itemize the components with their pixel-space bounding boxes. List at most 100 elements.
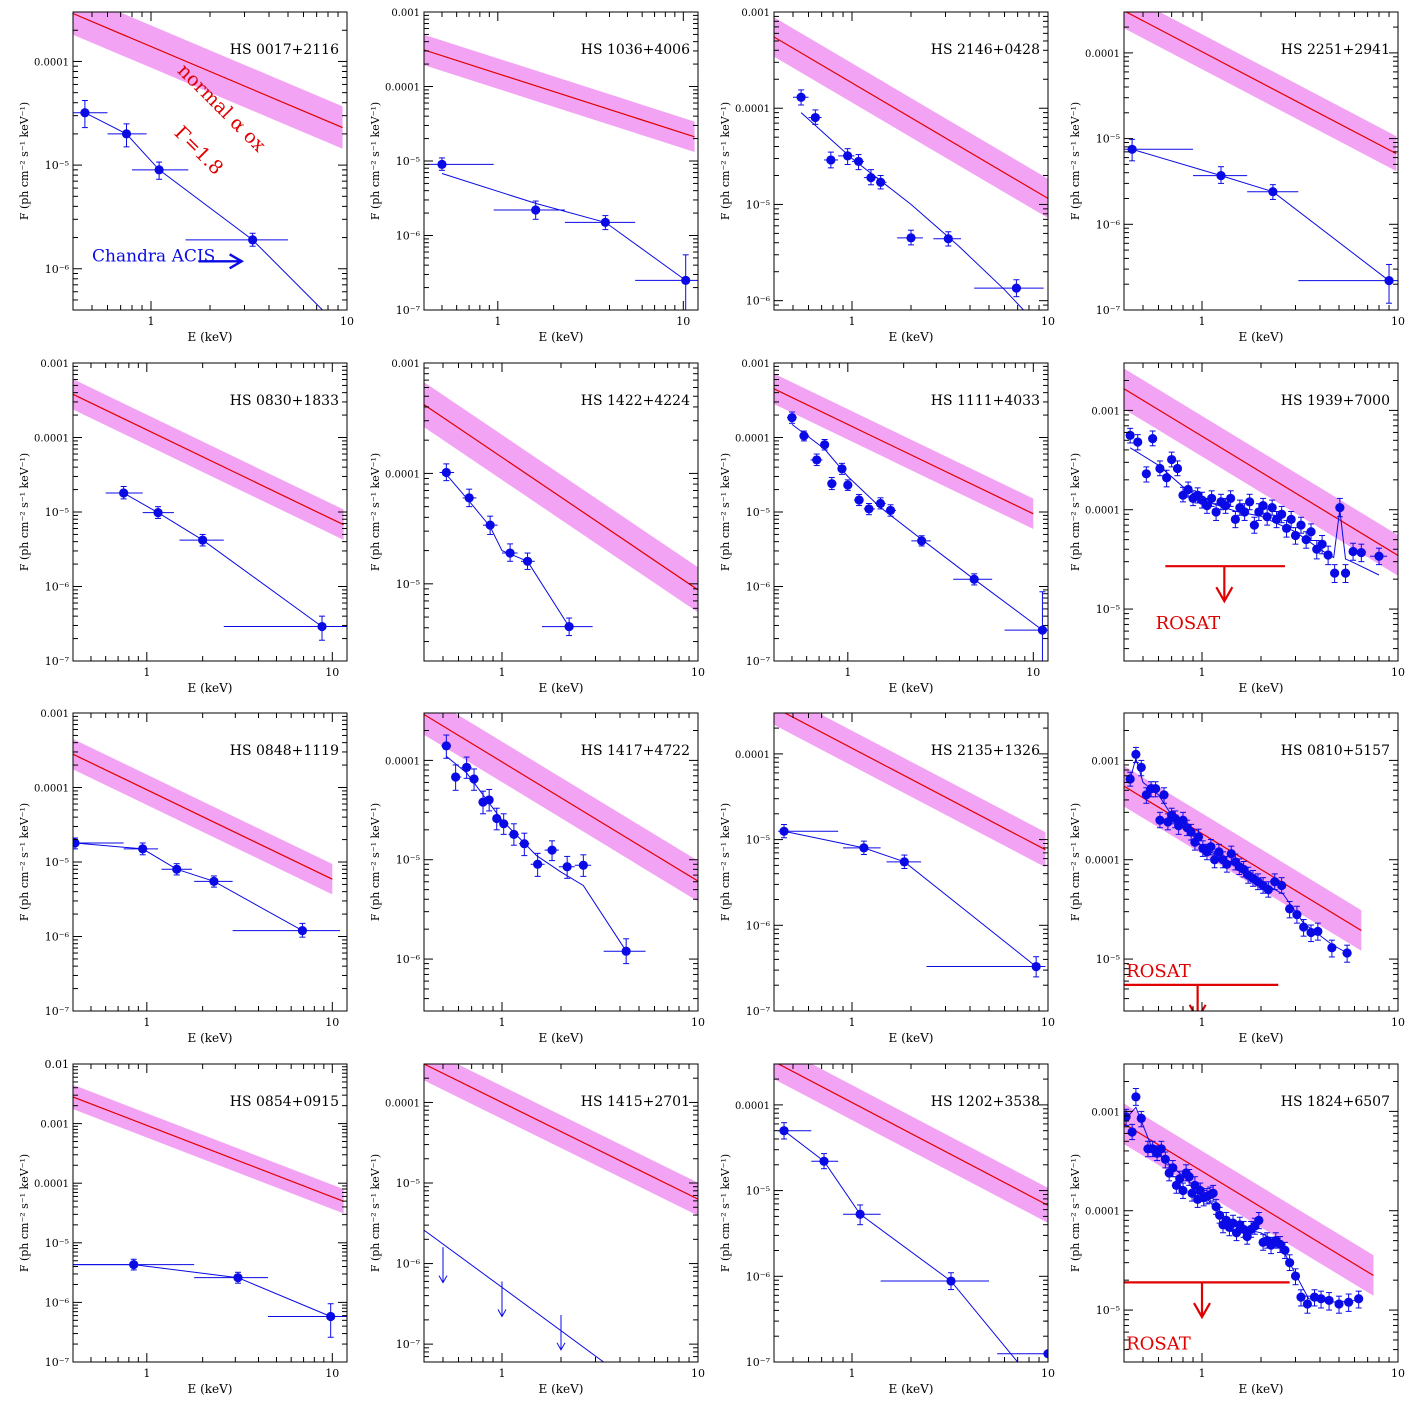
- data-marker: [209, 876, 219, 886]
- panel-12: ROSAT 1 10 10⁻⁵ 0.0001 0.001 HS 0810+5157 E (ke…: [1069, 712, 1405, 1045]
- upper-limit-arrowhead: [438, 1275, 448, 1284]
- y-axis-label: F (ph cm⁻² s⁻¹ keV⁻¹): [1069, 803, 1082, 921]
- panel-title: HS 1202+3538: [931, 1094, 1040, 1110]
- x-tick-label: 10: [1041, 315, 1055, 328]
- data-point: [1335, 497, 1345, 518]
- data-marker: [1249, 520, 1259, 530]
- model-line: [774, 388, 1034, 515]
- data-point: [843, 479, 853, 491]
- data-marker: [681, 275, 691, 285]
- x-tick-label: 1: [498, 1016, 505, 1029]
- y-tick-label: 10⁻⁷: [396, 304, 421, 317]
- panel-title: HS 1417+4722: [581, 743, 690, 759]
- data-marker: [946, 1276, 956, 1286]
- data-marker: [1270, 877, 1280, 887]
- y-tick-label: 10⁻⁵: [45, 159, 69, 172]
- data-point: [501, 543, 518, 562]
- panel-title: HS 1422+4224: [581, 393, 690, 409]
- data-point: [73, 837, 124, 850]
- data-marker: [1238, 1224, 1249, 1234]
- y-tick-label: 0.001: [1091, 406, 1120, 417]
- y-tick-label: 10⁻⁷: [396, 1338, 421, 1351]
- data-marker: [1313, 926, 1323, 936]
- data-point: [1290, 1268, 1301, 1286]
- data-marker: [1155, 463, 1165, 474]
- y-tick-label: 10⁻⁵: [45, 1237, 69, 1250]
- data-point: [1296, 1289, 1306, 1307]
- data-point: [911, 535, 931, 547]
- data-point: [179, 533, 224, 547]
- data-point: [786, 411, 797, 424]
- data-point: [1159, 787, 1169, 804]
- plot-area: [774, 17, 1048, 310]
- data-marker: [531, 205, 541, 215]
- data-marker: [1210, 855, 1220, 865]
- data-point: [1193, 828, 1204, 846]
- data-point: [499, 813, 509, 835]
- x-axis-label: E (keV): [889, 1031, 934, 1045]
- data-marker: [1141, 469, 1151, 479]
- data-point: [1221, 497, 1231, 514]
- y-tick-label: 0.0001: [34, 1179, 69, 1190]
- y-tick-label: 0.0001: [735, 1101, 770, 1112]
- data-marker: [547, 845, 557, 855]
- annotation-label: Chandra ACIS: [92, 246, 215, 266]
- data-point: [974, 279, 1044, 298]
- plot-area: [774, 713, 1046, 978]
- panel-title: HS 1824+6507: [1281, 1094, 1390, 1110]
- data-point: [1206, 838, 1216, 856]
- data-marker: [875, 498, 886, 509]
- data-point: [518, 832, 530, 857]
- plot-area: [424, 382, 698, 637]
- data-point: [810, 453, 823, 467]
- data-point: [1327, 939, 1337, 958]
- model-line: [424, 1064, 698, 1200]
- data-point: [1230, 510, 1240, 529]
- data-point: [827, 477, 837, 491]
- y-axis-label: F (ph cm⁻² s⁻¹ keV⁻¹): [18, 453, 31, 571]
- data-point: [1292, 905, 1302, 924]
- y-axis-label: F (ph cm⁻² s⁻¹ keV⁻¹): [369, 803, 382, 921]
- fit-line: [783, 830, 1037, 967]
- data-point: [1254, 1211, 1264, 1230]
- x-tick-label: 10: [1041, 1367, 1055, 1380]
- y-tick-label: 10⁻⁵: [746, 506, 770, 519]
- plot-area: [1124, 368, 1398, 604]
- data-marker: [855, 1209, 865, 1219]
- model-line: [1125, 12, 1397, 155]
- data-marker: [492, 813, 502, 824]
- y-tick-label: 0.001: [1091, 756, 1120, 767]
- y-tick-label: 0.0001: [735, 750, 770, 761]
- panel-10: 1 10 10⁻⁶ 10⁻⁵ 0.0001 HS 1417+4722 E (keV) F (p…: [369, 712, 705, 1045]
- data-point: [863, 169, 878, 186]
- upper-limit-arrowhead: [497, 1309, 507, 1318]
- x-axis-label: E (keV): [889, 1382, 934, 1396]
- data-marker: [564, 621, 574, 632]
- data-marker: [1306, 527, 1316, 537]
- rosat-limit-arrowhead: [1215, 586, 1234, 604]
- data-point: [635, 254, 698, 310]
- data-marker: [1240, 507, 1250, 517]
- data-marker: [1290, 530, 1301, 541]
- plot-area: [73, 379, 347, 641]
- data-marker: [1206, 842, 1216, 852]
- y-tick-label: 10⁻⁵: [45, 856, 69, 869]
- data-marker: [451, 772, 461, 782]
- y-tick-label: 10⁻⁵: [396, 578, 420, 591]
- y-tick-label: 10⁻⁶: [746, 581, 771, 594]
- data-point: [1136, 1110, 1146, 1128]
- data-point: [953, 573, 993, 586]
- data-marker: [317, 621, 327, 632]
- data-point: [1313, 922, 1323, 941]
- data-marker: [485, 520, 495, 530]
- y-tick-label: 10⁻⁵: [396, 1177, 420, 1190]
- fit-line: [441, 173, 686, 281]
- y-tick-label: 10⁻⁶: [396, 230, 421, 243]
- y-tick-label: 0.0001: [1085, 1207, 1120, 1218]
- data-marker: [1342, 948, 1352, 958]
- data-marker: [464, 493, 474, 503]
- data-marker: [1292, 910, 1302, 920]
- data-marker: [522, 556, 533, 566]
- x-tick-label: 1: [494, 315, 501, 328]
